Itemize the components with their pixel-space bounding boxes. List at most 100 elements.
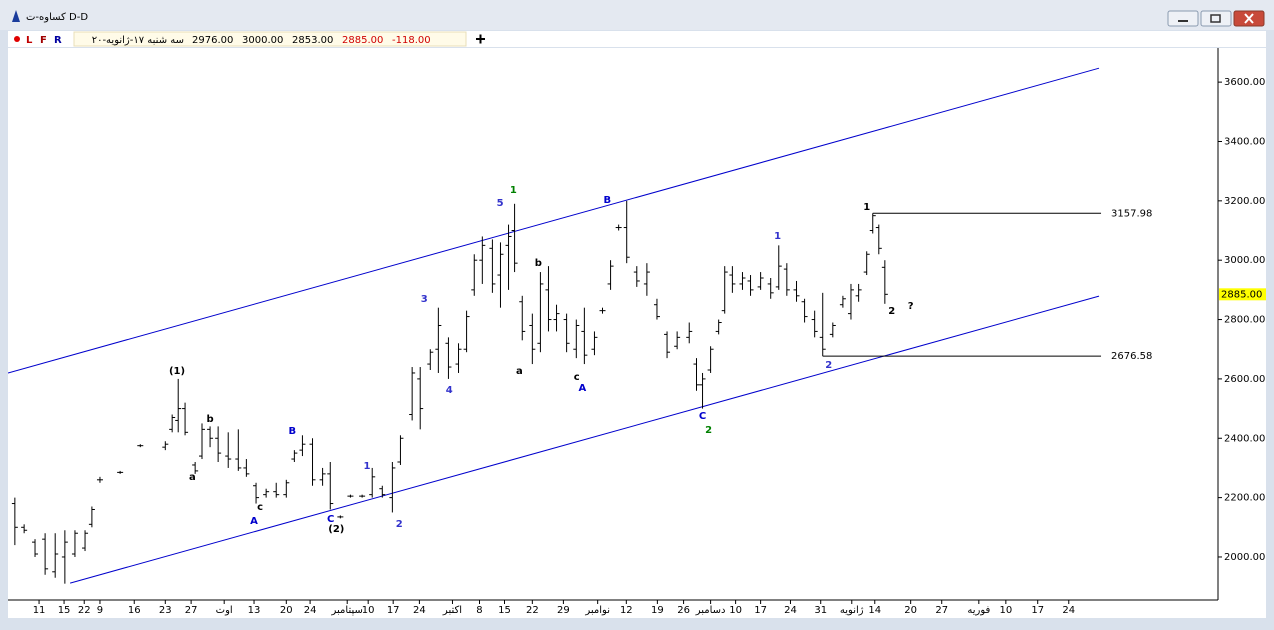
x-tick-label: 10 <box>362 605 375 616</box>
quote-high: 3000.00 <box>242 35 283 46</box>
wave-label: b <box>206 414 213 425</box>
x-tick-label: 24 <box>1062 605 1075 616</box>
x-tick-label: 22 <box>526 605 539 616</box>
x-tick-label: 23 <box>159 605 172 616</box>
chart-panel <box>8 48 1266 618</box>
wave-label: 3 <box>421 294 428 305</box>
x-tick-label: 14 <box>868 605 881 616</box>
quote-close: 2885.00 <box>342 35 383 46</box>
trend-line <box>8 67 1100 374</box>
y-tick-label: 3400.00 <box>1224 136 1265 147</box>
wave-label: 2 <box>825 360 832 371</box>
maximize-icon <box>1210 14 1221 23</box>
x-tick-label: 15 <box>498 605 511 616</box>
x-tick-label: 20 <box>904 605 917 616</box>
close-icon <box>1244 13 1254 24</box>
quote-open: 2976.00 <box>192 35 233 46</box>
last-price-label: 2885.00 <box>1221 289 1262 300</box>
x-tick-label: 12 <box>620 605 633 616</box>
x-tick-label: فوریه <box>967 605 990 616</box>
y-tick-label: 2200.00 <box>1224 493 1265 504</box>
wave-label: a <box>516 366 523 377</box>
x-tick-label: دسامبر <box>695 605 726 616</box>
mode-button[interactable]: R <box>54 35 62 46</box>
x-tick-label: سپتامبر <box>331 605 363 616</box>
wave-label: B <box>604 195 612 206</box>
wave-label: 1 <box>863 202 870 213</box>
add-button[interactable] <box>476 34 485 44</box>
wave-label: A <box>250 516 258 527</box>
quote-date: سه شنبه ۱۷-ژانویه-۲۰ <box>92 35 184 46</box>
level-label: 3157.98 <box>1111 208 1152 219</box>
level-label: 2676.58 <box>1111 351 1152 362</box>
x-tick-label: ژانویه <box>840 605 864 616</box>
x-tick-label: 24 <box>784 605 797 616</box>
wave-label: 1 <box>363 461 370 472</box>
y-tick-label: 3200.00 <box>1224 196 1265 207</box>
wave-label: B <box>289 426 297 437</box>
quote-change: -118.00 <box>392 35 431 46</box>
x-tick-label: 22 <box>78 605 91 616</box>
x-tick-label: 15 <box>58 605 71 616</box>
quote-low: 2853.00 <box>292 35 333 46</box>
y-tick-label: 3000.00 <box>1224 255 1265 266</box>
y-tick-label: 2000.00 <box>1224 552 1265 563</box>
x-tick-label: 17 <box>754 605 767 616</box>
mode-button[interactable]: L <box>26 35 33 46</box>
y-tick-label: 2600.00 <box>1224 374 1265 385</box>
window-title: کساوه-ت D-D <box>26 12 88 23</box>
x-tick-label: 17 <box>1031 605 1044 616</box>
x-tick-label: 11 <box>33 605 46 616</box>
mode-button[interactable]: F <box>40 35 47 46</box>
wave-label: 2 <box>888 306 895 317</box>
wave-label: (2) <box>328 524 344 535</box>
status-dot <box>14 36 20 42</box>
wave-label: 1 <box>774 231 781 242</box>
y-tick-label: 2800.00 <box>1224 315 1265 326</box>
wave-label: 1 <box>510 185 517 196</box>
wave-label: 2 <box>705 425 712 436</box>
title-bar <box>0 0 1274 30</box>
app-icon <box>12 10 20 22</box>
x-tick-label: 10 <box>999 605 1012 616</box>
x-tick-label: 8 <box>476 605 482 616</box>
x-tick-label: 9 <box>97 605 103 616</box>
wave-label: 4 <box>446 385 453 396</box>
x-tick-label: اکتبر <box>442 605 462 616</box>
wave-label: (1) <box>169 366 185 377</box>
x-tick-label: 13 <box>248 605 261 616</box>
x-tick-label: 24 <box>413 605 426 616</box>
x-tick-label: اوت <box>216 605 233 616</box>
x-tick-label: 27 <box>185 605 198 616</box>
x-tick-label: 27 <box>935 605 948 616</box>
wave-label: b <box>535 258 542 269</box>
quote-box <box>73 31 467 47</box>
y-tick-label: 3600.00 <box>1224 77 1265 88</box>
wave-label: A <box>578 383 586 394</box>
x-tick-label: 17 <box>387 605 400 616</box>
wave-label: c <box>257 502 263 513</box>
trend-line <box>69 295 1100 584</box>
wave-label: ? <box>908 301 914 312</box>
x-tick-label: 24 <box>304 605 317 616</box>
maximize-button[interactable] <box>1200 10 1232 27</box>
plot-area <box>8 67 1102 584</box>
x-tick-label: 20 <box>280 605 293 616</box>
x-tick-label: 16 <box>128 605 141 616</box>
x-tick-label: 19 <box>651 605 664 616</box>
wave-label: a <box>189 472 196 483</box>
wave-label: C <box>699 411 706 422</box>
x-tick-label: 29 <box>557 605 570 616</box>
x-tick-label: 10 <box>729 605 742 616</box>
x-tick-label: 26 <box>677 605 690 616</box>
minimize-button[interactable] <box>1167 10 1199 27</box>
wave-label: 2 <box>396 519 403 530</box>
last-price-marker <box>1219 288 1266 301</box>
wave-label: C <box>327 514 334 525</box>
wave-label: 5 <box>497 198 504 209</box>
wave-label: c <box>574 372 580 383</box>
x-tick-label: 31 <box>814 605 827 616</box>
y-tick-label: 2400.00 <box>1224 433 1265 444</box>
